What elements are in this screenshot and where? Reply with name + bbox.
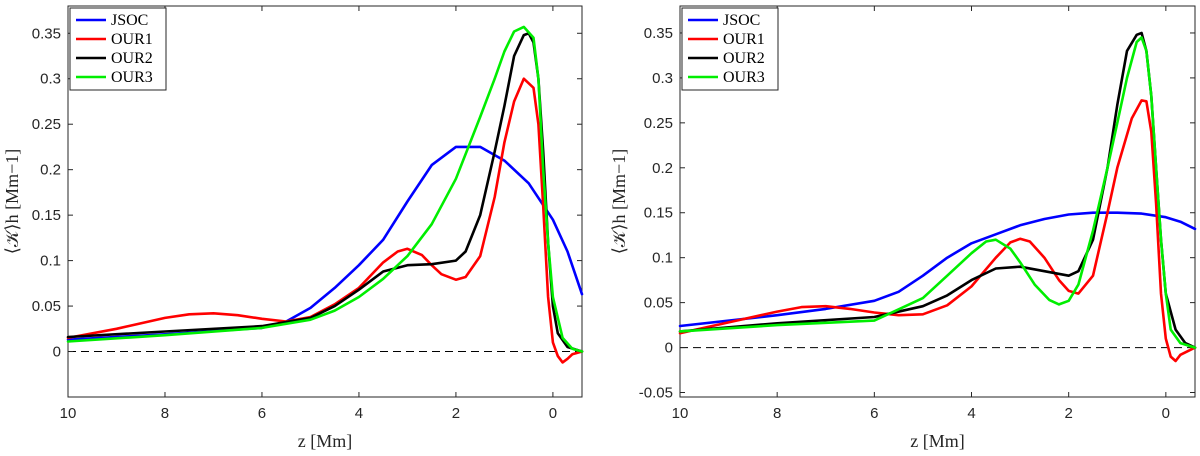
x-tick-label: 10: [60, 405, 77, 422]
x-axis-label: z [Mm]: [298, 431, 352, 451]
x-tick-label: 6: [258, 405, 266, 422]
legend-label-our3: OUR3: [111, 69, 153, 86]
right-chart-panel: 10 8 6 4 2 0 -0.05 0 0.05 0.1 0.15 0.2 0.25 0.3 0.35 z …: [609, 5, 1197, 451]
left-chart-panel: 10 8 6 4 2 0 0 0.05 0.1 0.15 0.2 0.25 0.3 0.35 z [Mm] ⟨…: [2, 5, 584, 451]
y-tick-label: 0.1: [40, 253, 61, 270]
series-line-our1: [66, 77, 584, 364]
legend-label-our3: OUR3: [723, 69, 765, 86]
series-line-our1: [678, 99, 1197, 363]
series-line-jsoc: [678, 211, 1197, 328]
x-tick-label: 8: [161, 405, 169, 422]
x-tick-label: 4: [355, 405, 363, 422]
x-tick-label: 0: [549, 405, 557, 422]
y-tick-label: 0.35: [644, 25, 673, 42]
y-tick-label: 0.3: [652, 70, 673, 87]
x-axis-label: z [Mm]: [910, 431, 964, 451]
x-tick-label: 2: [1065, 405, 1073, 422]
series-line-our3: [66, 25, 584, 353]
y-tick-label: 0.2: [652, 160, 673, 177]
y-tick-label: 0.25: [32, 116, 61, 133]
y-tick-label: 0.35: [32, 25, 61, 42]
x-tick-label: 6: [870, 405, 878, 422]
x-tick-label: 8: [773, 405, 781, 422]
y-axis-label: ⟨𝒦⟩h [Mm−1]: [2, 149, 22, 254]
x-tick-label: 4: [967, 405, 975, 422]
y-axis-label: ⟨𝒦⟩h [Mm−1]: [609, 149, 629, 254]
y-tick-label: 0.1: [652, 250, 673, 267]
x-tick-label: 2: [452, 405, 460, 422]
y-tick-label: 0: [53, 344, 61, 361]
y-tick-label: 0.15: [644, 205, 673, 222]
legend-label-our2: OUR2: [723, 50, 765, 67]
legend-label-our1: OUR1: [111, 31, 153, 48]
y-tick-label: -0.05: [639, 385, 673, 402]
legend: JSOC OUR1 OUR2 OUR3: [681, 7, 779, 91]
x-tick-label: 0: [1162, 405, 1170, 422]
y-tick-label: 0.05: [32, 298, 61, 315]
legend-label-jsoc: JSOC: [111, 12, 148, 29]
series-line-our3: [678, 36, 1197, 349]
y-tick-label: 0.25: [644, 115, 673, 132]
y-tick-label: 0.2: [40, 162, 61, 179]
y-tick-label: 0.05: [644, 295, 673, 312]
y-tick-label: 0.15: [32, 207, 61, 224]
y-tick-label: 0.3: [40, 71, 61, 88]
legend-label-our1: OUR1: [723, 31, 765, 48]
legend-label-jsoc: JSOC: [723, 12, 760, 29]
x-tick-label: 10: [672, 405, 689, 422]
y-tick-label: 0: [665, 340, 673, 357]
legend: JSOC OUR1 OUR2 OUR3: [69, 7, 167, 91]
legend-label-our2: OUR2: [111, 50, 153, 67]
